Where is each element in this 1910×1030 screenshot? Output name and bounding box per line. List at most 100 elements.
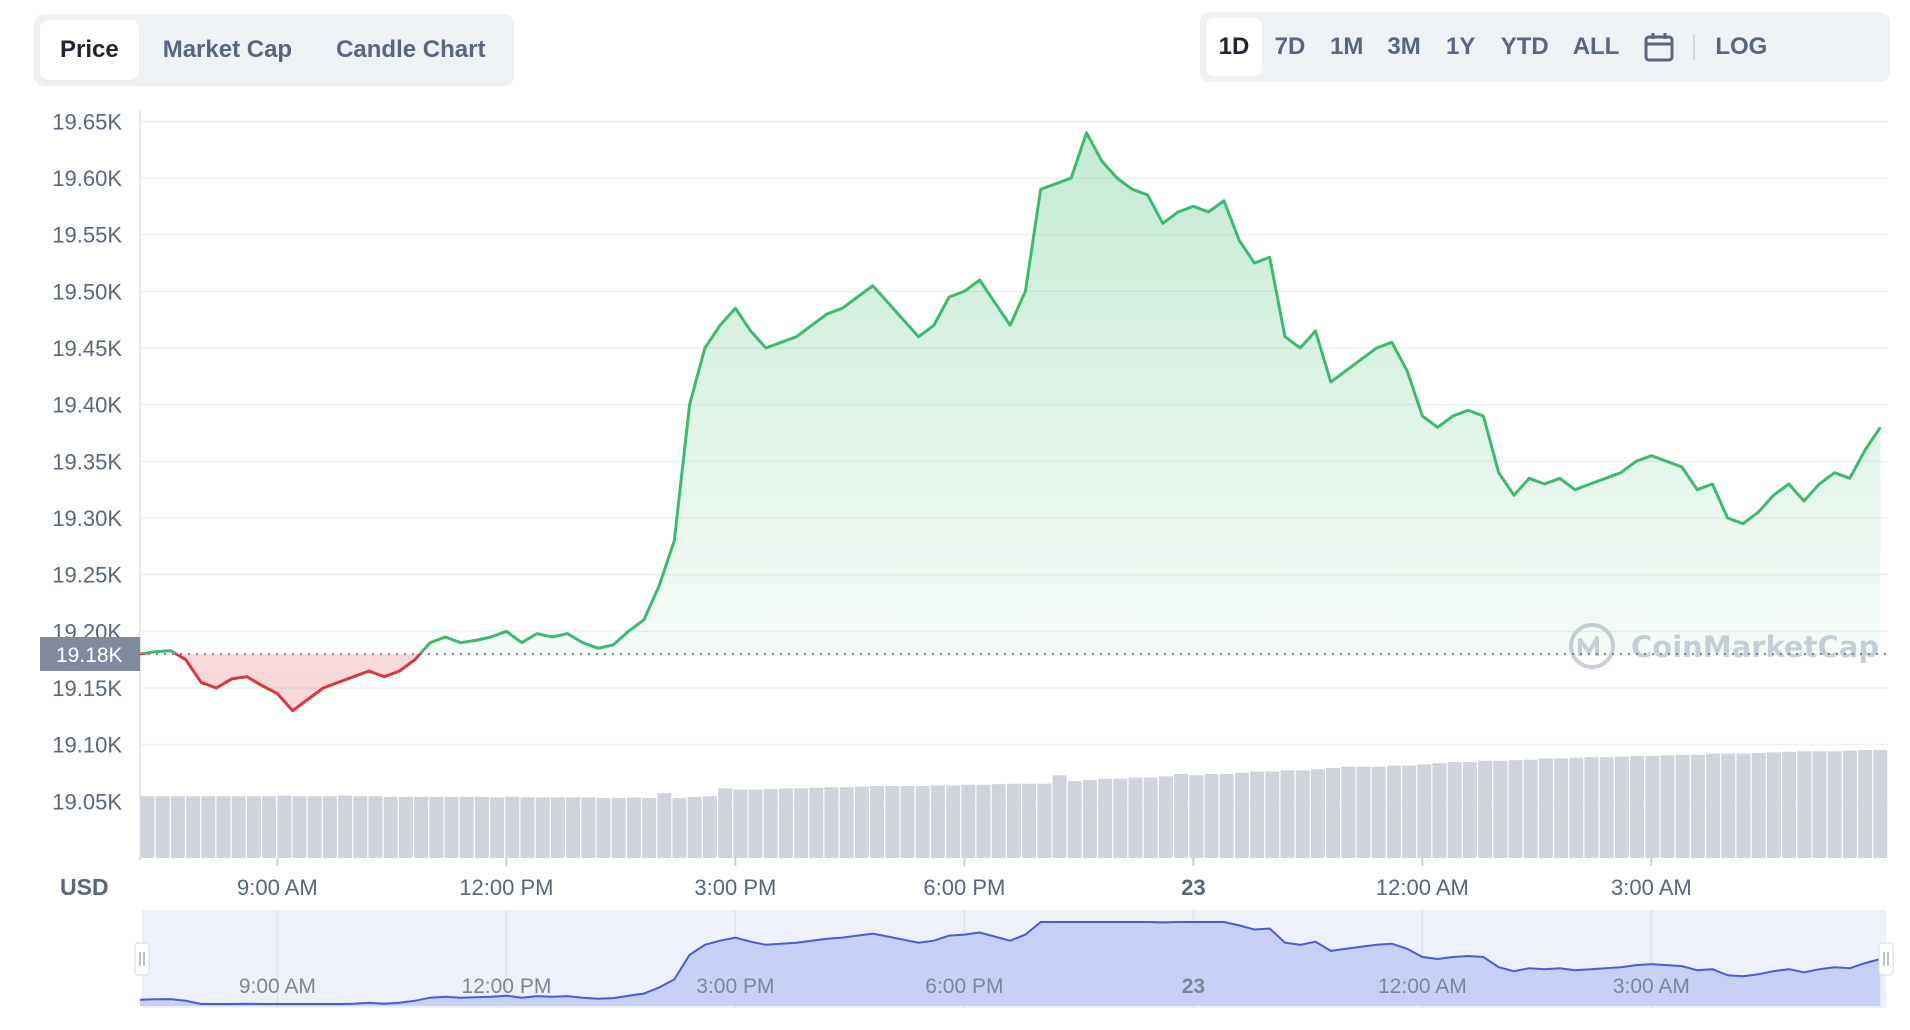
- volume-bar: [155, 796, 170, 858]
- volume-bar: [1402, 765, 1417, 858]
- volume-bar: [915, 786, 930, 858]
- volume-bar: [718, 788, 733, 858]
- navigator-tick-label: 6:00 PM: [925, 975, 1003, 998]
- volume-bar: [322, 796, 337, 858]
- volume-bar: [1234, 772, 1249, 858]
- volume-bar: [1614, 756, 1629, 858]
- y-tick-label: 19.25K: [52, 563, 122, 588]
- volume-bar: [1462, 762, 1477, 858]
- volume-bar: [581, 797, 596, 858]
- calendar-icon[interactable]: [1631, 18, 1687, 76]
- navigator-tick-label: 3:00 AM: [1613, 975, 1690, 998]
- range-3m-button[interactable]: 3M: [1387, 33, 1421, 60]
- volume-bar: [353, 796, 368, 858]
- navigator-line: [139, 921, 1881, 1005]
- y-tick-label: 19.15K: [52, 676, 122, 701]
- volume-bar: [1675, 754, 1690, 858]
- volume-bar: [778, 788, 793, 858]
- range-7d-button[interactable]: 7D: [1274, 33, 1306, 60]
- volume-bar: [900, 786, 915, 858]
- volume-bar: [490, 797, 505, 858]
- volume-bar: [672, 798, 687, 858]
- range-1d-button[interactable]: 1D: [1206, 18, 1262, 76]
- volume-bar: [414, 796, 429, 858]
- volume-bar: [1599, 757, 1614, 858]
- tab-candle-chart[interactable]: Candle Chart: [336, 36, 486, 63]
- volume-bar: [1873, 750, 1888, 858]
- navigator-area: [140, 922, 1881, 1006]
- divider: [1693, 34, 1696, 60]
- range-1y-button[interactable]: 1Y: [1446, 33, 1476, 60]
- volume-bar: [626, 797, 641, 858]
- volume-bar: [1280, 770, 1295, 858]
- volume-bar: [1797, 751, 1812, 858]
- volume-bar: [1006, 783, 1021, 858]
- range-navigator[interactable]: 9:00 AM 12:00 PM 3:00 PM 6:00 PM 23 12:00 AM 3…: [134, 910, 1894, 1008]
- volume-bar: [566, 797, 581, 858]
- volume-bar: [1037, 783, 1052, 858]
- volume-bar: [702, 796, 717, 858]
- volume-bar: [1219, 774, 1234, 858]
- volume-bar: [1478, 760, 1493, 858]
- volume-bar: [277, 795, 292, 858]
- range-all-button[interactable]: ALL: [1572, 33, 1620, 60]
- volume-bar: [1341, 766, 1356, 858]
- y-tick-label: 19.35K: [52, 449, 122, 474]
- volume-bar: [748, 789, 763, 858]
- volume-bar: [1310, 769, 1325, 858]
- navigator-right-handle[interactable]: [1878, 942, 1894, 976]
- volume-bar: [1812, 751, 1827, 858]
- y-tick-label: 19.10K: [52, 733, 122, 758]
- navigator-left-handle[interactable]: [134, 942, 150, 976]
- volume-bar: [946, 785, 961, 858]
- volume-bar: [535, 797, 550, 858]
- volume-bar: [1326, 768, 1341, 858]
- volume-bar: [1250, 771, 1265, 858]
- volume-bar: [961, 784, 976, 858]
- volume-bar: [246, 796, 261, 858]
- y-tick-label: 19.55K: [52, 223, 122, 248]
- volume-bar: [763, 789, 778, 858]
- volume-bar: [1386, 765, 1401, 858]
- volume-bar: [1706, 753, 1721, 858]
- volume-bar: [216, 796, 231, 858]
- volume-bar: [1432, 763, 1447, 858]
- area-fill-below-baseline: [140, 654, 1881, 711]
- volume-bar: [1128, 777, 1143, 858]
- volume-bar: [1174, 774, 1189, 858]
- tab-market-cap[interactable]: Market Cap: [162, 36, 293, 63]
- y-tick-label: 19.45K: [52, 336, 122, 361]
- volume-bar: [976, 784, 991, 858]
- volume-bar: [429, 796, 444, 858]
- volume-bar: [930, 785, 945, 858]
- volume-bar: [307, 796, 322, 858]
- navigator-tick-label: 3:00 PM: [696, 975, 774, 998]
- range-ytd-button[interactable]: YTD: [1500, 33, 1549, 60]
- volume-bar: [1204, 774, 1219, 858]
- x-tick-label: 12:00 AM: [1376, 875, 1469, 900]
- volume-bar: [1447, 762, 1462, 858]
- volume-bar: [1660, 755, 1675, 858]
- x-tick-label: 6:00 PM: [923, 875, 1005, 900]
- volume-bar: [170, 796, 185, 858]
- volume-bar: [596, 798, 611, 858]
- volume-bar: [1113, 778, 1128, 858]
- volume-bar: [854, 786, 869, 858]
- range-1m-button[interactable]: 1M: [1330, 33, 1364, 60]
- volume-bar: [870, 786, 885, 858]
- currency-label: USD: [60, 874, 109, 900]
- volume-bar: [794, 788, 809, 858]
- volume-bar: [292, 796, 307, 858]
- volume-bar: [140, 796, 155, 858]
- volume-bar: [1630, 756, 1645, 858]
- volume-bar: [657, 793, 672, 858]
- log-scale-button[interactable]: LOG: [1715, 33, 1768, 60]
- volume-bar: [459, 796, 474, 858]
- volume-bar: [1082, 780, 1097, 858]
- volume-bar: [231, 796, 246, 858]
- x-tick-label: 23: [1181, 875, 1205, 900]
- volume-bar: [1158, 776, 1173, 858]
- navigator-tick-label: 12:00 PM: [461, 975, 551, 998]
- tab-price[interactable]: Price: [40, 20, 139, 80]
